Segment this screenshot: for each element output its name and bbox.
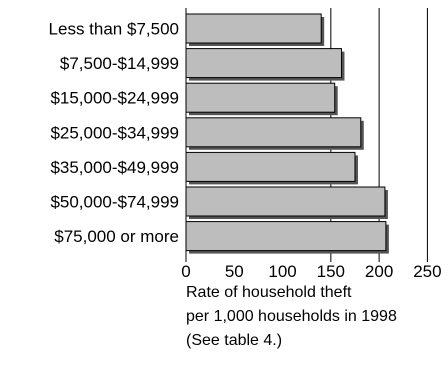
bars bbox=[185, 13, 389, 254]
bar-3 bbox=[185, 117, 362, 148]
bar-4 bbox=[185, 151, 356, 182]
category-label-4: $35,000-$49,999 bbox=[50, 158, 179, 177]
category-label-1: $7,500-$14,999 bbox=[60, 54, 179, 73]
x-tick-labels: 0 50 100 150 200 250 bbox=[181, 262, 441, 281]
category-labels: Less than $7,500 $7,500-$14,999 $15,000-$2… bbox=[49, 20, 179, 247]
bar-6 bbox=[185, 221, 387, 252]
x-tick-label-0: 0 bbox=[181, 262, 190, 281]
bar-1 bbox=[185, 48, 342, 79]
x-tick-label-250: 250 bbox=[413, 262, 441, 281]
x-axis-label: Rate of household theft per 1,000 househ… bbox=[186, 284, 397, 349]
bar-5 bbox=[185, 186, 386, 217]
x-tick-label-50: 50 bbox=[225, 262, 244, 281]
category-label-5: $50,000-$74,999 bbox=[50, 193, 179, 212]
x-axis-label-line-1: Rate of household theft bbox=[186, 284, 352, 301]
bar-2 bbox=[185, 82, 336, 113]
category-label-2: $15,000-$24,999 bbox=[50, 89, 179, 108]
x-tick-label-150: 150 bbox=[317, 262, 345, 281]
bar-0 bbox=[185, 13, 322, 44]
x-axis-label-line-2: per 1,000 households in 1998 bbox=[186, 308, 397, 325]
category-label-6: $75,000 or more bbox=[54, 227, 179, 246]
x-axis-label-line-3: (See table 4.) bbox=[186, 332, 282, 349]
category-label-0: Less than $7,500 bbox=[49, 20, 179, 39]
category-label-3: $25,000-$34,999 bbox=[50, 123, 179, 142]
x-tick-label-200: 200 bbox=[365, 262, 393, 281]
x-tick-label-100: 100 bbox=[268, 262, 296, 281]
